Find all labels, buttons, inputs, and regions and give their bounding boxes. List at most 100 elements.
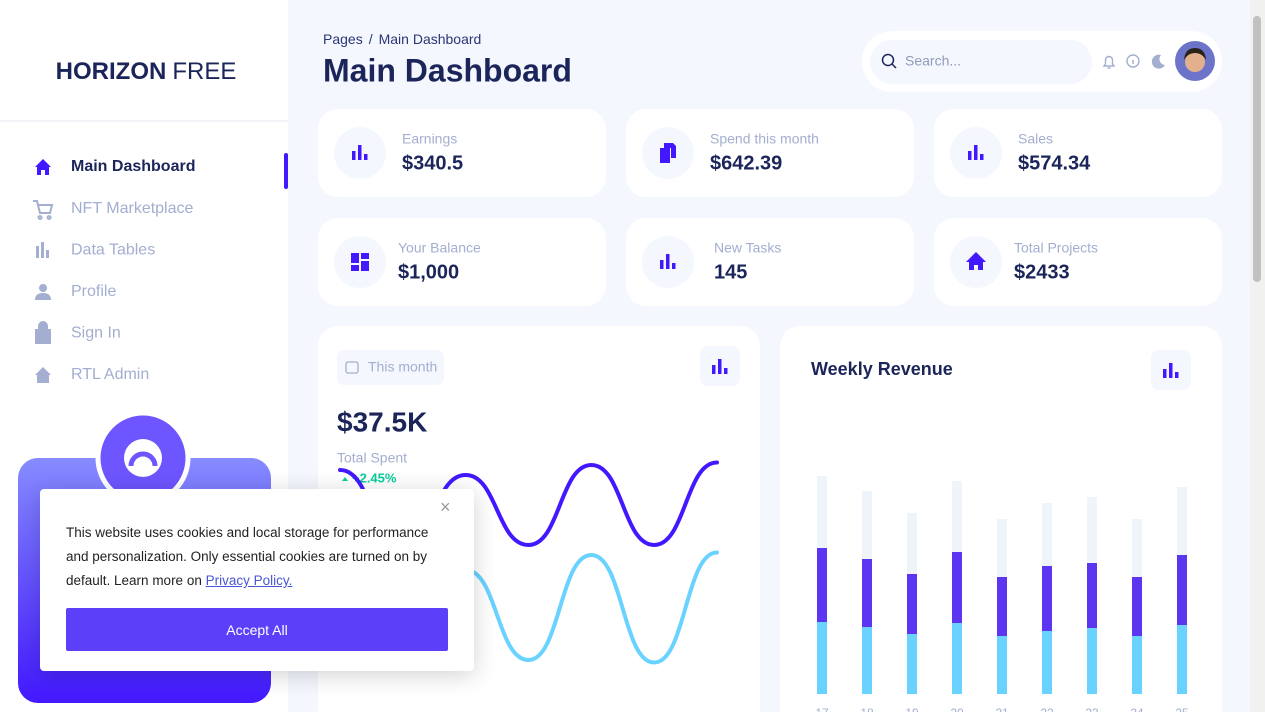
bar-segment [817,622,827,694]
icon [35,284,51,300]
promo-logo-mark [128,451,158,467]
total-change: +2.45% [352,470,397,485]
stat-label: Spend this month [710,131,819,147]
brand-light: FREE [172,58,236,85]
nav-item[interactable]: Data Tables [36,241,155,258]
stat-value: $340.5 [402,152,463,174]
bar-segment [997,636,1007,694]
nav-label: NFT Marketplace [71,200,194,217]
range-label: This month [368,359,437,375]
search-icon [881,53,895,67]
nav-label: Data Tables [71,241,155,258]
bar-segment [1177,487,1187,555]
stat-label: New Tasks [714,240,781,256]
bar-segment [862,559,872,627]
bell-icon[interactable] [1102,55,1116,69]
home-icon [966,252,986,270]
x-tick-label: 22 [1040,706,1054,712]
breadcrumb: Pages / Main Dashboard [323,31,481,47]
bar-segment [1132,577,1142,636]
search-icon [891,63,897,69]
brand-bold: HORIZON [56,58,167,85]
accept-button[interactable]: Accept All [66,608,448,651]
stat-value: $642.39 [710,152,782,174]
bar-segment [1132,519,1142,577]
stat-card [934,109,1222,197]
bar-segment [1177,555,1187,625]
avatar-face [1185,52,1205,72]
stat-icon-bg [334,236,386,288]
stat-card [318,109,606,197]
up-arrow [342,477,348,481]
breadcrumb-item[interactable]: Main Dashboard [379,31,482,47]
scrollbar-thumb[interactable] [1253,16,1261,282]
x-tick-label: 25 [1175,706,1189,712]
total-value: $37.5K [337,406,427,437]
range-pill[interactable] [337,350,444,385]
avatar-hair [1184,48,1206,60]
bar-segment [817,548,827,622]
stat-card [318,218,606,306]
stat-value: 145 [714,261,747,283]
breadcrumb-item[interactable]: Pages [323,31,363,47]
bar-segment [1042,631,1052,694]
bar-segment [1087,628,1097,694]
cookie-banner: × This website uses cookies and local st… [40,489,474,671]
calendar-icon [345,361,359,374]
search-box[interactable] [870,40,1092,84]
bar-segment [907,634,917,694]
bar-segment [1087,497,1097,563]
bar-segment [907,513,917,574]
stat-label: Sales [1018,131,1053,147]
page-title: Main Dashboard [323,52,572,88]
bar-icon [352,145,368,160]
total-label: Total Spent [337,450,407,466]
x-tick-label: 23 [1085,706,1099,712]
nav-label: RTL Admin [71,366,149,383]
x-tick-label: 19 [905,706,919,712]
bar-segment [862,491,872,559]
icon [33,200,54,220]
bar-segment [952,552,962,623]
stat-label: Total Projects [1014,240,1098,256]
bar-segment [1132,636,1142,694]
close-button[interactable]: × [440,497,451,517]
icon [35,321,51,344]
bar-icon [1163,363,1179,378]
breadcrumb-item: / [369,31,373,47]
bar-segment [862,627,872,694]
bar-segment [1042,503,1052,566]
bar-segment [1087,563,1097,628]
stat-value: $2433 [1014,261,1070,283]
info-icon[interactable] [1126,54,1140,68]
moon-icon[interactable] [1151,54,1165,69]
grid-icon [351,253,369,271]
x-tick-label: 17 [815,706,829,712]
nav-label: Profile [71,283,116,300]
nav-item[interactable]: NFT Marketplace [33,200,194,220]
privacy-link[interactable]: Privacy Policy. [205,573,293,588]
bar-icon [712,359,728,374]
icon [35,367,51,383]
stat-card [934,218,1222,306]
bar-segment [997,519,1007,577]
stat-value: $574.34 [1018,152,1091,174]
nav-label: Sign In [71,325,121,342]
bar-segment [907,574,917,634]
promo-logo [124,439,162,477]
brand: HORIZON FREE [56,58,237,85]
stat-card [626,218,914,306]
icon [35,159,51,175]
x-tick-label: 18 [860,706,874,712]
nav-item[interactable]: Sign In [35,321,121,344]
stat-value: $1,000 [398,261,459,283]
nav-item[interactable]: Main Dashboard [35,153,288,189]
nav-item[interactable]: RTL Admin [35,366,149,383]
stat-card [626,109,914,197]
nav-item[interactable]: Profile [35,283,116,300]
x-tick-label: 24 [1130,706,1144,712]
active-indicator [284,153,288,189]
stat-label: Earnings [402,131,457,147]
icon [36,242,49,258]
